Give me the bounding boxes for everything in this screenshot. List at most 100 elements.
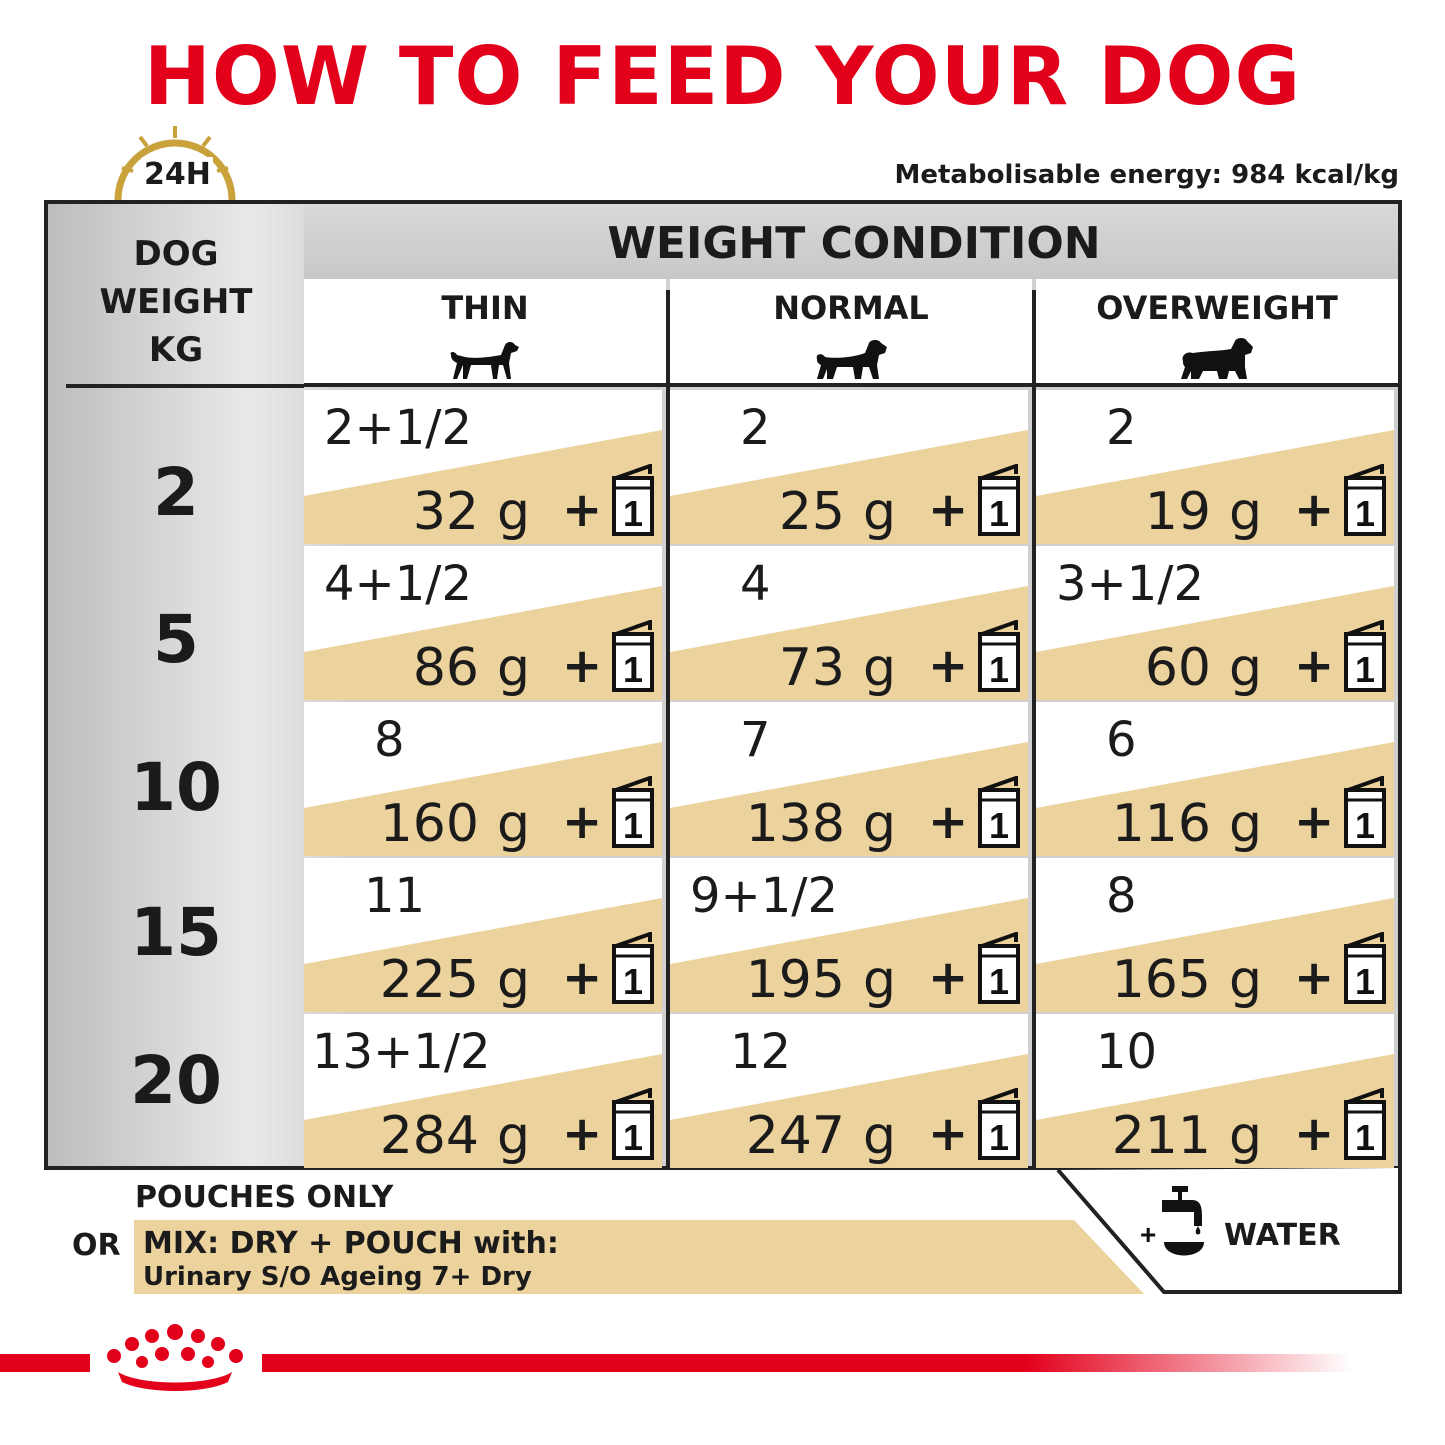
plus-sign: + bbox=[1294, 638, 1335, 694]
dry-amount: 3+1/2 bbox=[1056, 556, 1205, 612]
feeding-cell: 13+1/2 284 g +1 bbox=[304, 1014, 662, 1168]
dry-amount: 10 bbox=[1096, 1024, 1158, 1080]
plus-sign: + bbox=[562, 950, 603, 1006]
grams-unit: g bbox=[862, 482, 896, 542]
plus-sign: + bbox=[928, 950, 969, 1006]
grams-amount: 284 g bbox=[380, 1106, 530, 1166]
feeding-cell: 3+1/2 60 g +1 bbox=[1036, 546, 1394, 700]
grams-amount: 60 g bbox=[1145, 638, 1262, 698]
grams-value: 165 bbox=[1111, 950, 1211, 1010]
brand-line-left bbox=[0, 1354, 90, 1372]
weight-header-line: KG bbox=[148, 330, 204, 370]
grams-amount: 247 g bbox=[746, 1106, 896, 1166]
plus-sign: + bbox=[928, 482, 969, 538]
plus-sign: + bbox=[928, 638, 969, 694]
kg-value: 5 bbox=[153, 601, 199, 678]
pouch-icon: 1 bbox=[978, 620, 1020, 692]
pouch-count: 1 bbox=[989, 1117, 1009, 1158]
feeding-cell: 2 19 g +1 bbox=[1036, 390, 1394, 544]
dry-amount: 4 bbox=[740, 556, 771, 612]
diagonal-band bbox=[670, 742, 1028, 856]
dry-amount: 8 bbox=[1106, 868, 1137, 924]
diagonal-band bbox=[670, 898, 1028, 1012]
page-title: HOW TO FEED YOUR DOG bbox=[143, 30, 1302, 123]
grams-amount: 19 g bbox=[1145, 482, 1262, 542]
water-tap-icon bbox=[1162, 1186, 1204, 1256]
feeding-cell: 12 247 g +1 bbox=[670, 1014, 1028, 1168]
grams-amount: 32 g bbox=[413, 482, 530, 542]
dry-amount: 11 bbox=[364, 868, 426, 924]
grams-unit: g bbox=[862, 1106, 896, 1166]
energy-label: Metabolisable energy: 984 kcal/kg bbox=[894, 160, 1400, 190]
pouch-icon: 1 bbox=[978, 464, 1020, 536]
grams-value: 138 bbox=[745, 794, 845, 854]
plus-sign: + bbox=[1294, 794, 1335, 850]
feeding-cell: 6 116 g +1 bbox=[1036, 702, 1394, 856]
plus-sign: + bbox=[1294, 482, 1335, 538]
feeding-cell: 4 73 g +1 bbox=[670, 546, 1028, 700]
dry-amount: 8 bbox=[374, 712, 405, 768]
column-label: THIN bbox=[441, 289, 529, 327]
grams-amount: 225 g bbox=[380, 950, 530, 1010]
grams-value: 25 bbox=[778, 482, 845, 542]
grams-amount: 165 g bbox=[1112, 950, 1262, 1010]
dry-amount: 13+1/2 bbox=[312, 1024, 491, 1080]
diagonal-band bbox=[304, 430, 662, 544]
pouch-icon: 1 bbox=[612, 932, 654, 1004]
clock-label: 24H bbox=[142, 157, 213, 192]
plus-sign: + bbox=[928, 1106, 969, 1162]
grams-unit: g bbox=[496, 1106, 530, 1166]
grams-amount: 211 g bbox=[1112, 1106, 1262, 1166]
dog-normal-icon bbox=[816, 340, 887, 379]
column-divider bbox=[666, 290, 670, 1170]
grams-value: 225 bbox=[379, 950, 479, 1010]
grams-value: 86 bbox=[412, 638, 479, 698]
pouch-count: 1 bbox=[1355, 493, 1375, 534]
grams-amount: 116 g bbox=[1112, 794, 1262, 854]
dry-amount: 2 bbox=[740, 400, 771, 456]
feeding-cell: 7 138 g +1 bbox=[670, 702, 1028, 856]
pouch-icon: 1 bbox=[1344, 932, 1386, 1004]
column-label: NORMAL bbox=[773, 289, 929, 327]
column-header-thin: THIN bbox=[304, 279, 666, 387]
diagonal-band bbox=[1036, 1054, 1394, 1168]
pouch-icon: 1 bbox=[978, 1088, 1020, 1160]
weight-header: DOG WEIGHT KG bbox=[48, 204, 304, 384]
diagonal-band bbox=[670, 586, 1028, 700]
pouch-icon: 1 bbox=[978, 932, 1020, 1004]
pouch-count: 1 bbox=[623, 649, 643, 690]
dry-amount: 7 bbox=[740, 712, 771, 768]
grams-value: 73 bbox=[778, 638, 845, 698]
pouch-count: 1 bbox=[623, 805, 643, 846]
dog-thin-icon bbox=[450, 342, 519, 379]
grams-unit: g bbox=[1228, 1106, 1262, 1166]
grams-unit: g bbox=[496, 482, 530, 542]
diagonal-band bbox=[304, 898, 662, 1012]
water-box: + bbox=[1056, 1168, 1402, 1294]
grams-value: 160 bbox=[379, 794, 479, 854]
mix-label: MIX: DRY + POUCH with: bbox=[143, 1226, 559, 1261]
grams-unit: g bbox=[1228, 482, 1262, 542]
pouch-count: 1 bbox=[623, 1117, 643, 1158]
plus-sign: + bbox=[562, 482, 603, 538]
kg-value: 10 bbox=[130, 749, 222, 826]
diagonal-band bbox=[304, 586, 662, 700]
grams-amount: 195 g bbox=[746, 950, 896, 1010]
kg-value: 20 bbox=[130, 1042, 222, 1119]
grams-amount: 73 g bbox=[779, 638, 896, 698]
pouch-count: 1 bbox=[989, 649, 1009, 690]
grams-value: 116 bbox=[1111, 794, 1211, 854]
grams-amount: 160 g bbox=[380, 794, 530, 854]
pouch-icon: 1 bbox=[1344, 1088, 1386, 1160]
weight-header-line: WEIGHT bbox=[99, 282, 253, 322]
pouch-icon: 1 bbox=[612, 620, 654, 692]
plus-sign: + bbox=[1294, 1106, 1335, 1162]
dry-amount: 12 bbox=[730, 1024, 792, 1080]
grams-amount: 86 g bbox=[413, 638, 530, 698]
column-header-normal: NORMAL bbox=[670, 279, 1032, 387]
pouch-count: 1 bbox=[989, 805, 1009, 846]
pouch-icon: 1 bbox=[612, 776, 654, 848]
plus-sign: + bbox=[562, 638, 603, 694]
plus-sign: + bbox=[928, 794, 969, 850]
pouch-count: 1 bbox=[1355, 1117, 1375, 1158]
